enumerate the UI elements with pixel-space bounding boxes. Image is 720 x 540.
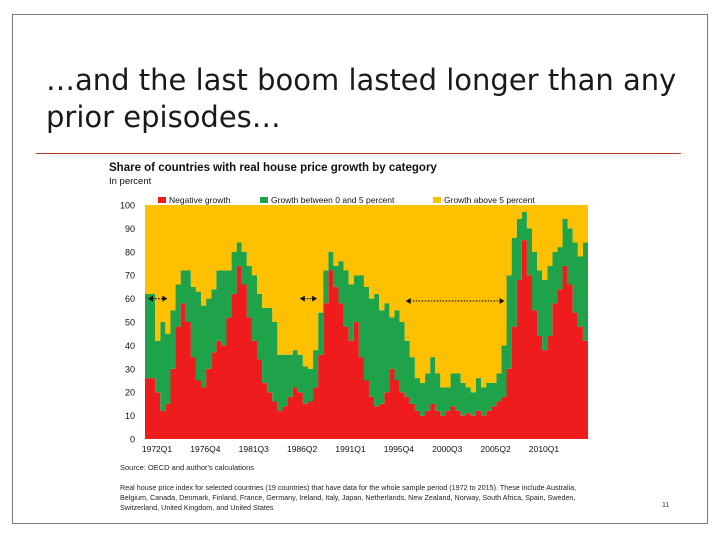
duration-arrow-head-left bbox=[148, 295, 154, 302]
duration-arrow-head-right bbox=[162, 295, 168, 302]
y-tick-label: 80 bbox=[125, 247, 135, 257]
y-axis: 0 10 20 30 40 50 60 70 80 90 100 bbox=[120, 201, 135, 445]
x-tick-label: 1995Q4 bbox=[384, 444, 415, 454]
chart-title: Share of countries with real house price… bbox=[109, 162, 437, 174]
chart-areas bbox=[145, 205, 588, 439]
slide-frame bbox=[12, 14, 708, 524]
chart-legend: Negative growth Growth between 0 and 5 pe… bbox=[158, 195, 535, 205]
y-tick-label: 30 bbox=[125, 364, 135, 374]
duration-arrow-head-left bbox=[405, 297, 411, 304]
duration-arrow-head-right bbox=[499, 297, 505, 304]
y-tick-label: 20 bbox=[125, 388, 135, 398]
y-tick-label: 0 bbox=[130, 435, 135, 445]
title-rule bbox=[36, 153, 681, 154]
y-tick-label: 100 bbox=[120, 201, 135, 211]
y-tick-label: 50 bbox=[125, 318, 135, 328]
series-area-negative-growth bbox=[145, 240, 588, 439]
legend-label: Negative growth bbox=[169, 195, 231, 205]
series-area-growth-above-5-percent bbox=[145, 205, 588, 393]
legend-swatch bbox=[260, 197, 268, 203]
chart-y-unit: In percent bbox=[109, 176, 152, 187]
footnote: Real house price index for selected coun… bbox=[120, 483, 577, 512]
x-tick-label: 2000Q3 bbox=[432, 444, 463, 454]
legend-label: Growth between 0 and 5 percent bbox=[271, 195, 395, 205]
x-tick-label: 1986Q2 bbox=[287, 444, 318, 454]
duration-arrow bbox=[405, 297, 505, 304]
x-tick-label: 1976Q4 bbox=[190, 444, 221, 454]
y-tick-label: 90 bbox=[125, 224, 135, 234]
slide-title: …and the last boom lasted longer than an… bbox=[46, 63, 677, 134]
source-note: Source: OECD and author's calculations bbox=[120, 463, 255, 472]
house-price-growth-chart: Negative growth Growth between 0 and 5 pe… bbox=[120, 195, 588, 454]
x-tick-label: 1972Q1 bbox=[142, 444, 173, 454]
y-tick-label: 60 bbox=[125, 294, 135, 304]
duration-arrow-head-left bbox=[299, 295, 305, 302]
legend-swatch bbox=[158, 197, 166, 203]
series-area-growth-between-0-and-5-percent bbox=[145, 212, 588, 416]
y-tick-label: 40 bbox=[125, 341, 135, 351]
duration-arrow bbox=[299, 295, 318, 302]
duration-arrow bbox=[148, 295, 168, 302]
x-tick-label: 2010Q1 bbox=[529, 444, 560, 454]
chart-annotations bbox=[148, 295, 505, 304]
legend-label: Growth above 5 percent bbox=[444, 195, 535, 205]
x-tick-label: 1991Q1 bbox=[335, 444, 366, 454]
page-number: 11 bbox=[662, 502, 670, 509]
x-tick-label: 2005Q2 bbox=[480, 444, 511, 454]
y-tick-label: 70 bbox=[125, 271, 135, 281]
duration-arrow-head-right bbox=[312, 295, 318, 302]
x-axis: 1972Q1 1976Q4 1981Q3 1986Q2 1991Q1 1995Q4 2000… bbox=[142, 444, 560, 454]
y-tick-label: 10 bbox=[125, 411, 135, 421]
x-tick-label: 1981Q3 bbox=[239, 444, 270, 454]
legend-swatch bbox=[433, 197, 441, 203]
